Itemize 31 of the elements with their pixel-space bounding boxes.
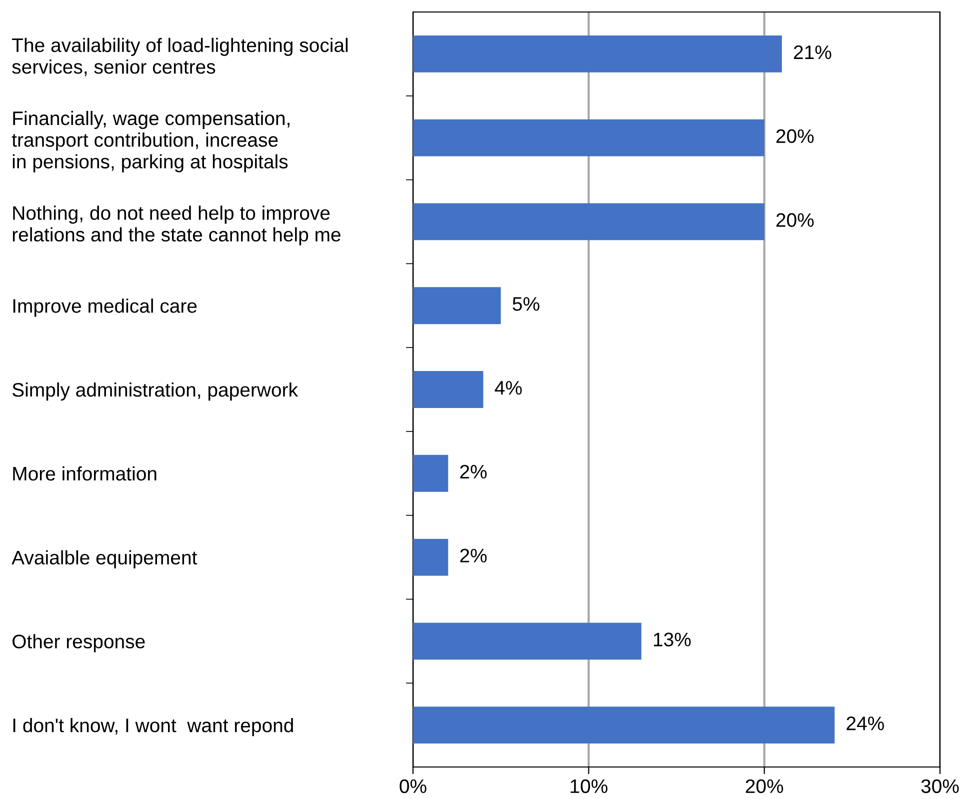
y-tick-label: Other response	[12, 634, 145, 652]
bar	[413, 706, 835, 744]
bar	[413, 622, 642, 660]
data-label: 2%	[460, 548, 487, 562]
y-tick-label: Simply administration, paperwork	[12, 382, 298, 401]
data-label: 13%	[654, 632, 691, 646]
y-tick-label: Financially, wage compensation, transport contribution, increase in pensions, parking at hospitals	[12, 110, 290, 172]
bar	[413, 203, 764, 240]
bar	[413, 119, 764, 156]
y-tick-label: Avaialble equipement	[12, 550, 198, 568]
y-tick-label: The availability of load-lightening social services, senior centres	[12, 38, 348, 76]
bar	[413, 287, 501, 324]
bar	[413, 538, 448, 576]
bar	[413, 454, 448, 492]
x-tick-label: 10%	[570, 779, 608, 794]
y-tick-label: Improve medical care	[13, 298, 197, 317]
x-tick-label: 20%	[746, 779, 784, 794]
x-tick-label: 0%	[400, 779, 426, 794]
data-label: 21%	[794, 45, 832, 60]
data-label: 24%	[846, 716, 884, 730]
bar	[413, 35, 782, 72]
y-tick-label: Nothing, do not need help to improve relations and the state cannot help me	[12, 206, 340, 246]
data-label: 2%	[460, 464, 487, 479]
data-label: 20%	[776, 213, 814, 227]
data-label: 5%	[512, 297, 540, 311]
data-label: 20%	[776, 129, 814, 144]
x-tick-label: 30%	[921, 779, 959, 794]
data-label: 4%	[494, 381, 522, 395]
bar	[413, 371, 484, 408]
y-tick-label: I don't know, I wont want repond	[13, 718, 293, 736]
y-tick-label: More information	[13, 466, 156, 481]
